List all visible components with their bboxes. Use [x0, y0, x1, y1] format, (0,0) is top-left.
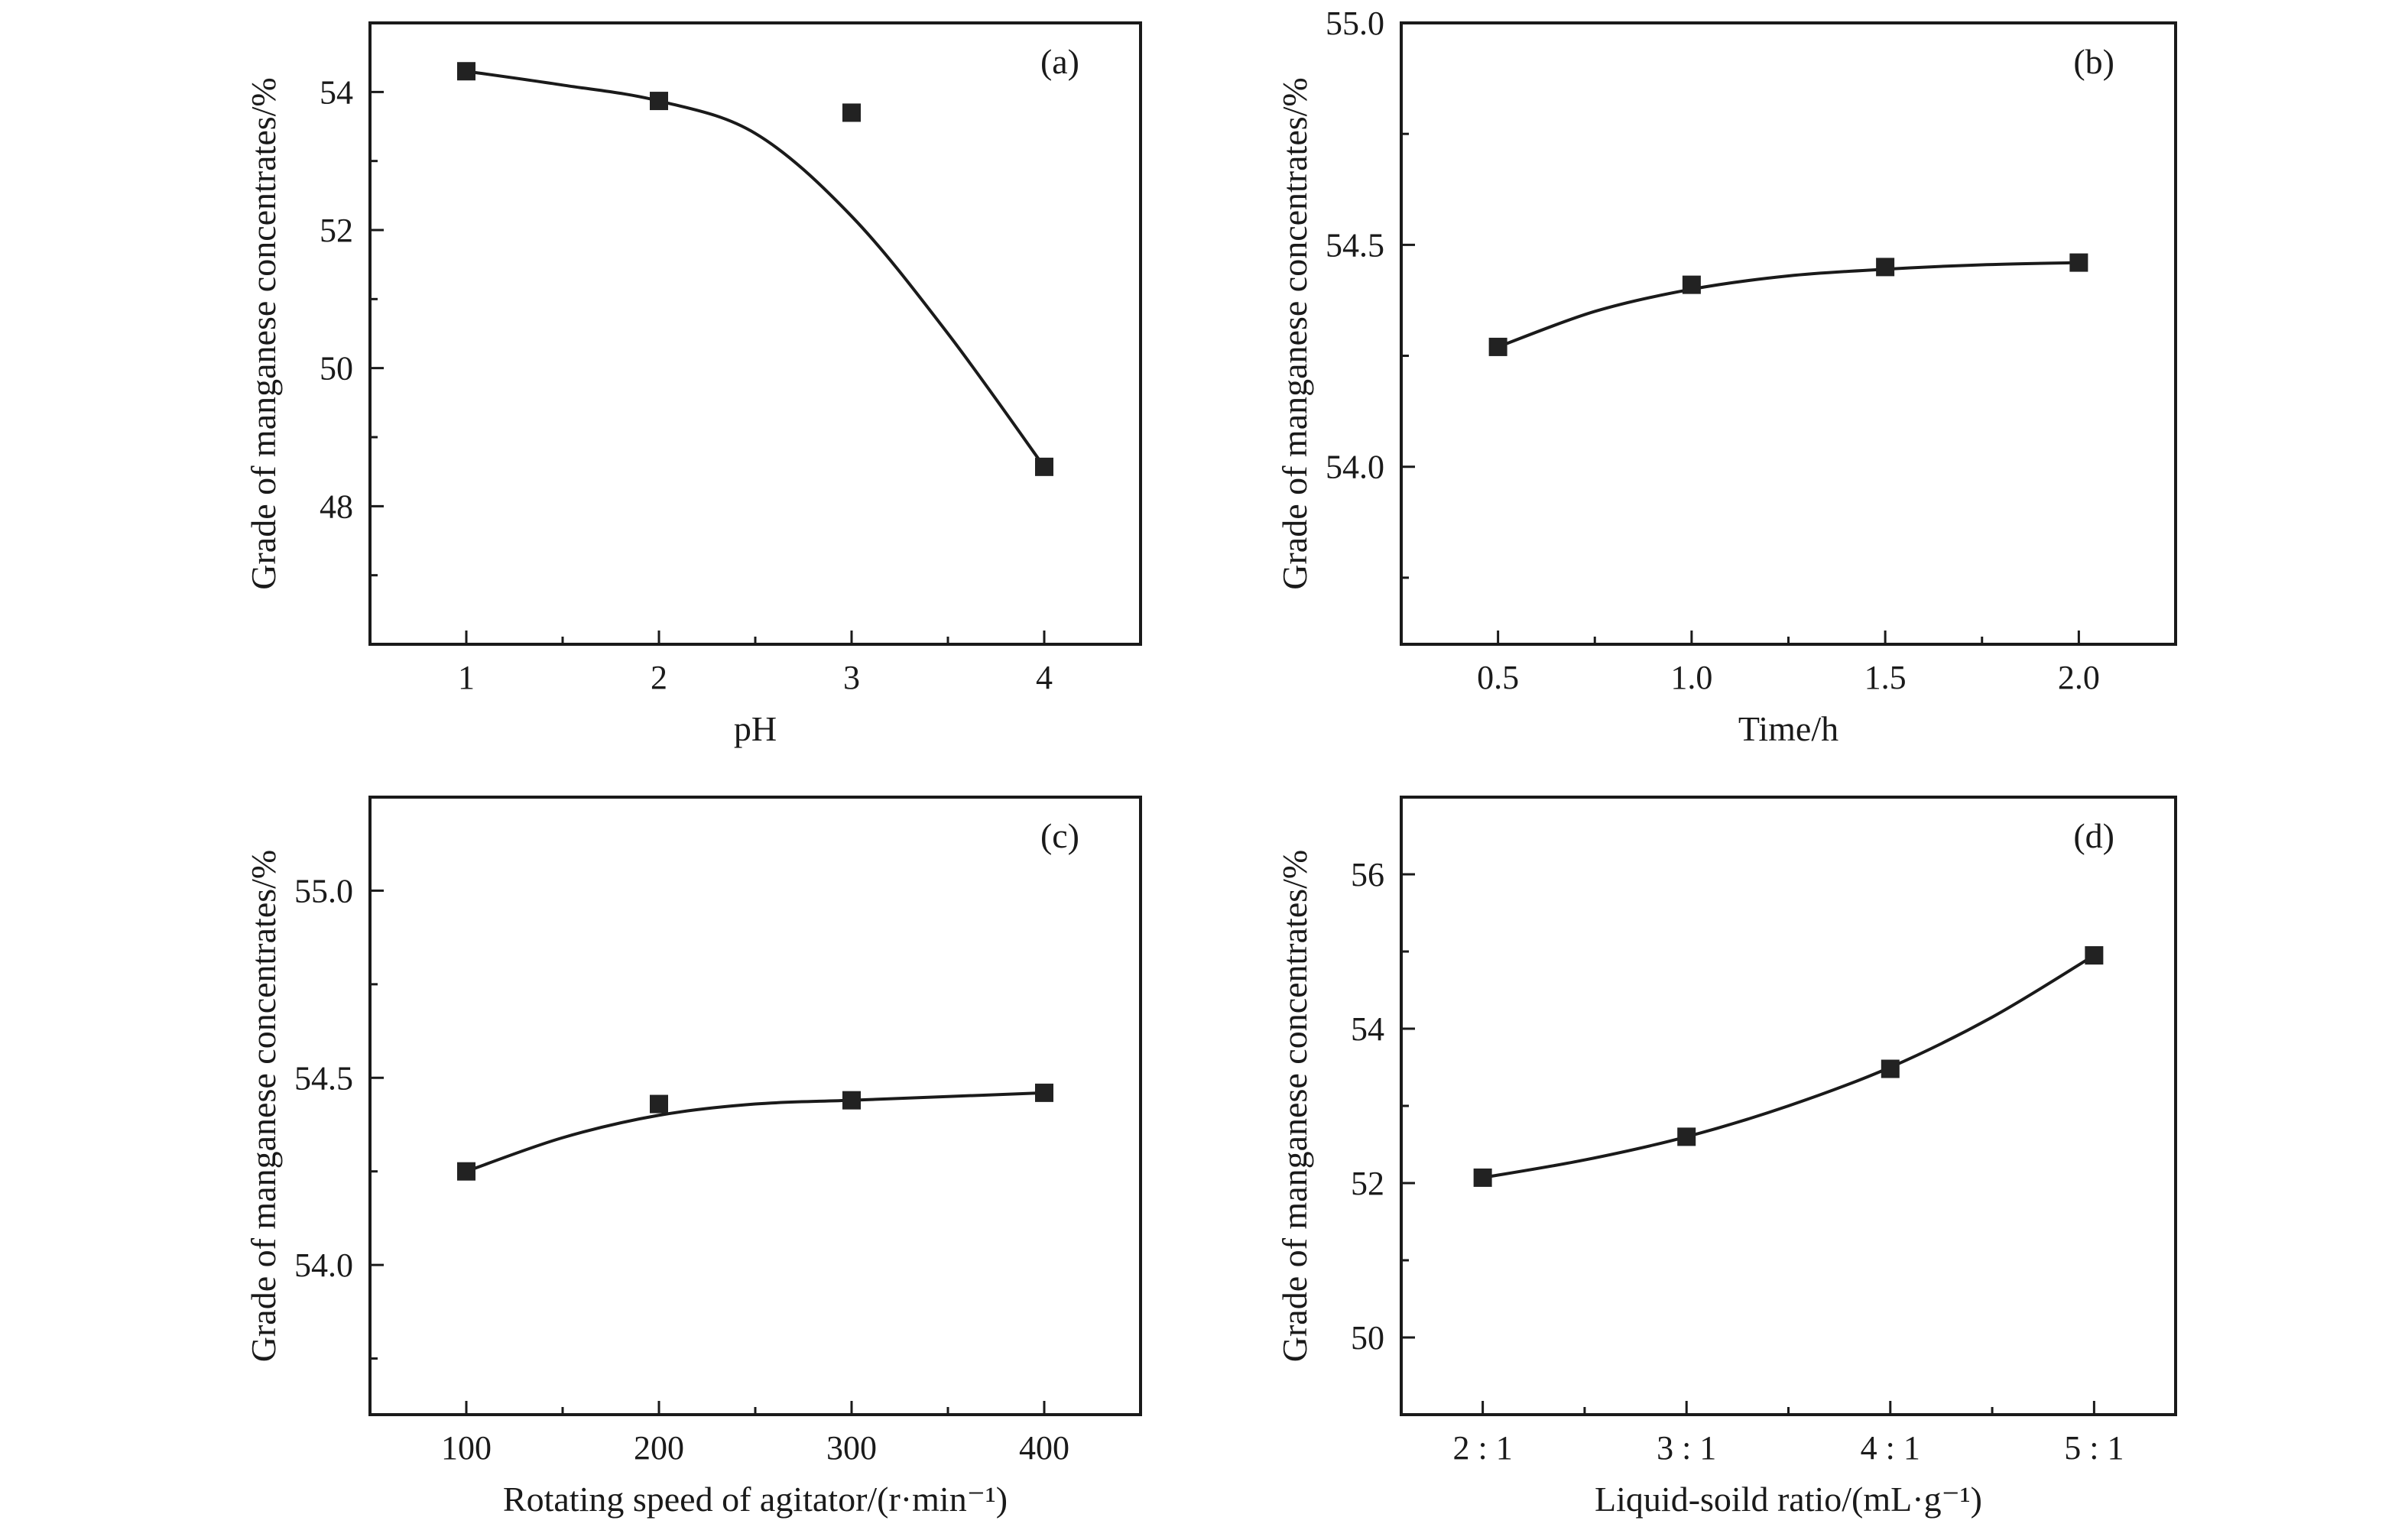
- data-point-marker: [1035, 457, 1053, 476]
- x-tick-label: 100: [441, 1429, 492, 1467]
- x-axis-title: Liquid-soild ratio/(mL·g⁻¹): [1595, 1480, 1982, 1519]
- x-axis-title: Rotating speed of agitator/(r·min⁻¹): [503, 1480, 1008, 1519]
- y-tick-label: 56: [1351, 856, 1384, 893]
- y-tick-label: 55.0: [294, 872, 353, 909]
- y-tick-label: 52: [1351, 1165, 1384, 1202]
- y-tick-label: 55.0: [1326, 5, 1384, 42]
- y-tick-label: 54.0: [294, 1247, 353, 1284]
- x-tick-label: 5 : 1: [2064, 1429, 2124, 1467]
- x-tick-label: 3: [843, 659, 860, 696]
- panel-d: 2 : 1 3 : 1 4 : 1 5 : 1 50 52 54 56 Liquid-soild…: [1275, 796, 2177, 1519]
- data-point-marker: [1488, 337, 1507, 356]
- y-tick-label: 48: [320, 488, 353, 525]
- panel-label: (c): [1040, 816, 1079, 855]
- fit-curve: [1497, 261, 2079, 349]
- x-tick-label: 2.0: [2058, 659, 2100, 696]
- panel-label: (a): [1040, 42, 1079, 81]
- y-tick-label: 50: [320, 350, 353, 387]
- x-axis-title: Time/h: [1738, 709, 1838, 748]
- x-axis-title: pH: [734, 709, 777, 748]
- data-point-marker: [1881, 1059, 1900, 1078]
- y-tick-label: 54.5: [294, 1059, 353, 1097]
- fit-curve: [466, 70, 1046, 468]
- panel-c: 100 200 300 400 54.0 54.5 55.0 Rotating speed o…: [244, 796, 1142, 1519]
- data-point-marker: [1473, 1168, 1492, 1187]
- x-tick-label: 0.5: [1477, 659, 1519, 696]
- y-tick-label: 54.0: [1326, 449, 1384, 486]
- data-point-marker: [650, 92, 668, 111]
- panel-b: 0.5 1.0 1.5 2.0 54.0 54.5 55.0 Time/h Grade of m…: [1275, 5, 2177, 748]
- x-tick-label: 4 : 1: [1861, 1429, 1920, 1467]
- x-tick-label: 4: [1036, 659, 1053, 696]
- data-point-marker: [1876, 258, 1895, 277]
- y-axis-title: Grade of manganese concentrates/%: [244, 850, 283, 1363]
- y-tick-label: 52: [320, 212, 353, 249]
- data-point-marker: [1682, 275, 1701, 294]
- x-tick-label: 2: [651, 659, 667, 696]
- data-point-marker: [457, 62, 475, 81]
- plot-frame: [1400, 21, 2177, 646]
- x-tick-label: 400: [1019, 1429, 1069, 1467]
- y-tick-label: 54: [1351, 1010, 1384, 1048]
- y-axis-title: Grade of manganese concentrates/%: [1275, 850, 1314, 1363]
- fit-curve: [1482, 954, 2095, 1179]
- panel-a: 1 2 3 4 48 50 52 54 pH Grade of manganese concent…: [244, 21, 1142, 748]
- fit-curve: [466, 1091, 1045, 1173]
- x-tick-label: 200: [634, 1429, 684, 1467]
- panel-label: (d): [2073, 816, 2114, 855]
- data-point-marker: [842, 103, 861, 122]
- data-point-marker: [457, 1162, 475, 1181]
- y-tick-label: 50: [1351, 1319, 1384, 1357]
- panel-label: (b): [2073, 42, 2114, 81]
- plot-frame: [368, 796, 1142, 1416]
- x-tick-label: 1.0: [1670, 659, 1712, 696]
- x-tick-label: 300: [826, 1429, 877, 1467]
- y-axis-title: Grade of manganese concentrates/%: [1275, 77, 1314, 590]
- y-axis-title: Grade of manganese concentrates/%: [244, 77, 283, 590]
- x-tick-label: 2 : 1: [1453, 1429, 1513, 1467]
- x-tick-label: 1.5: [1864, 659, 1907, 696]
- data-point-marker: [842, 1091, 861, 1110]
- data-point-marker: [1035, 1083, 1053, 1102]
- x-tick-label: 1: [458, 659, 475, 696]
- y-tick-label: 54.5: [1326, 226, 1384, 264]
- plot-frame: [368, 21, 1142, 646]
- y-tick-label: 54: [320, 73, 353, 111]
- x-tick-label: 3 : 1: [1657, 1429, 1716, 1467]
- data-point-marker: [2085, 946, 2104, 965]
- data-point-marker: [2069, 253, 2088, 272]
- data-point-marker: [1677, 1127, 1696, 1146]
- data-point-marker: [650, 1094, 668, 1114]
